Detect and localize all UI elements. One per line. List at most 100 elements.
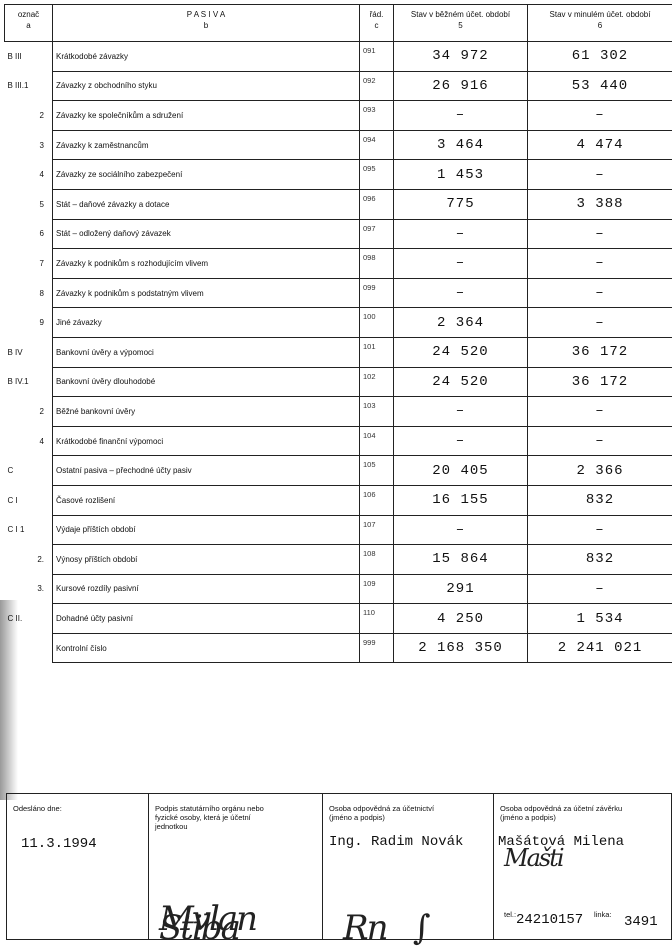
row-code: 092 [360,71,394,101]
table-row: 4 Krátkodobé finanční výpomoci 104 – – [5,426,672,456]
current-period-value: 2 168 350 [394,633,528,663]
row-label: Výdaje příštích období [53,515,360,545]
current-period-value: – [394,101,528,131]
table-row: B III.1 Závazky z obchodního styku 092 2… [5,71,672,101]
current-period-value: 4 250 [394,604,528,634]
row-code: 101 [360,337,394,367]
table-row: C II. Dohadné účty pasivní 110 4 250 1 5… [5,604,672,634]
previous-period-value: 36 172 [528,337,672,367]
row-mark: 2 [5,101,53,131]
signature-footer: Odesláno dne: 11.3.1994 Podpis statutárn… [6,793,672,940]
current-period-value: 1 453 [394,160,528,190]
closing-label: Osoba odpovědná za účetní závěrku (jméno… [500,804,640,822]
row-mark: 6 [5,219,53,249]
current-period-value: – [394,515,528,545]
row-label: Časové rozlišení [53,485,360,515]
row-label: Stát – odložený daňový závazek [53,219,360,249]
row-label: Krátkodobé závazky [53,42,360,72]
current-period-value: 24 520 [394,337,528,367]
previous-period-value: 2 366 [528,456,672,486]
previous-period-value: 832 [528,545,672,575]
row-mark: B III [5,42,53,72]
row-code: 108 [360,545,394,575]
row-code: 097 [360,219,394,249]
table-row: 4 Závazky ze sociálního zabezpečení 095 … [5,160,672,190]
row-mark: 2 [5,397,53,427]
row-code: 109 [360,574,394,604]
row-code: 091 [360,42,394,72]
previous-period-value: – [528,308,672,338]
table-row: 2 Běžné bankovní úvěry 103 – – [5,397,672,427]
header-row-code: řád.c [360,5,394,42]
current-period-value: 2 364 [394,308,528,338]
table-row: C I 1 Výdaje příštích období 107 – – [5,515,672,545]
previous-period-value: 36 172 [528,367,672,397]
previous-period-value: 53 440 [528,71,672,101]
table-row: 6 Stát – odložený daňový závazek 097 – – [5,219,672,249]
row-label: Kursové rozdíly pasivní [53,574,360,604]
handwritten-signature-3: Mašti [504,854,563,863]
previous-period-value: – [528,160,672,190]
previous-period-value: – [528,426,672,456]
current-period-value: 34 972 [394,42,528,72]
handwritten-signature-2: Rn ∫ [343,924,429,933]
current-period-value: 26 916 [394,71,528,101]
current-period-value: – [394,426,528,456]
table-row: 3. Kursové rozdíly pasivní 109 291 – [5,574,672,604]
accounting-label: Osoba odpovědná za účetnictví (jméno a p… [329,804,459,822]
previous-period-value: 1 534 [528,604,672,634]
current-period-value: 3 464 [394,130,528,160]
row-label: Bankovní úvěry dlouhodobé [53,367,360,397]
ext-number: 3491 [624,918,658,927]
row-mark: B IV [5,337,53,367]
row-code: 106 [360,485,394,515]
row-mark: 3. [5,574,53,604]
row-code: 094 [360,130,394,160]
table-row: B IV Bankovní úvěry a výpomoci 101 24 52… [5,337,672,367]
table-row: C Ostatní pasiva – přechodné účty pasiv … [5,456,672,486]
previous-period-value: 2 241 021 [528,633,672,663]
accounting-person-cell: Osoba odpovědná za účetnictví (jméno a p… [323,794,494,939]
row-label: Dohadné účty pasivní [53,604,360,634]
row-mark: 8 [5,278,53,308]
closing-person-cell: Osoba odpovědná za účetní závěrku (jméno… [494,794,671,939]
row-label: Závazky ke společníkům a sdružení [53,101,360,131]
previous-period-value: – [528,515,672,545]
signature-label: Podpis statutárního orgánu nebo fyzické … [155,804,285,831]
previous-period-value: 61 302 [528,42,672,72]
previous-period-value: – [528,278,672,308]
previous-period-value: – [528,397,672,427]
current-period-value: 15 864 [394,545,528,575]
previous-period-value: 3 388 [528,189,672,219]
row-label: Závazky k zaměstnancům [53,130,360,160]
row-mark: C I [5,485,53,515]
table-row: 8 Závazky k podnikům s podstatným vlivem… [5,278,672,308]
row-code: 110 [360,604,394,634]
row-mark [5,633,53,663]
tel-number: 24210157 [516,916,583,925]
row-mark: 9 [5,308,53,338]
row-mark: 7 [5,249,53,279]
row-code: 103 [360,397,394,427]
current-period-value: 291 [394,574,528,604]
row-code: 107 [360,515,394,545]
row-code: 999 [360,633,394,663]
table-row: 9 Jiné závazky 100 2 364 – [5,308,672,338]
row-label: Jiné závazky [53,308,360,338]
row-code: 104 [360,426,394,456]
row-code: 096 [360,189,394,219]
previous-period-value: 832 [528,485,672,515]
table-row: 3 Závazky k zaměstnancům 094 3 464 4 474 [5,130,672,160]
row-label: Závazky k podnikům s rozhodujícím vlivem [53,249,360,279]
table-row: B IV.1 Bankovní úvěry dlouhodobé 102 24 … [5,367,672,397]
current-period-value: – [394,249,528,279]
row-mark: 4 [5,426,53,456]
current-period-value: 20 405 [394,456,528,486]
table-row: 7 Závazky k podnikům s rozhodujícím vliv… [5,249,672,279]
row-code: 100 [360,308,394,338]
